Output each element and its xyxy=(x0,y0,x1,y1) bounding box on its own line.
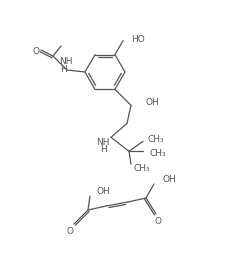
Text: O: O xyxy=(155,218,162,226)
Text: OH: OH xyxy=(96,187,110,195)
Text: HO: HO xyxy=(131,35,145,44)
Text: H: H xyxy=(100,145,106,154)
Text: O: O xyxy=(33,47,40,57)
Text: OH: OH xyxy=(145,98,159,107)
Text: CH₃: CH₃ xyxy=(147,135,164,144)
Text: CH₃: CH₃ xyxy=(149,149,166,158)
Text: NH: NH xyxy=(96,138,110,147)
Text: NH: NH xyxy=(59,58,73,66)
Text: O: O xyxy=(67,228,73,236)
Text: OH: OH xyxy=(162,176,176,184)
Text: H: H xyxy=(60,65,66,73)
Text: CH₃: CH₃ xyxy=(133,164,150,173)
